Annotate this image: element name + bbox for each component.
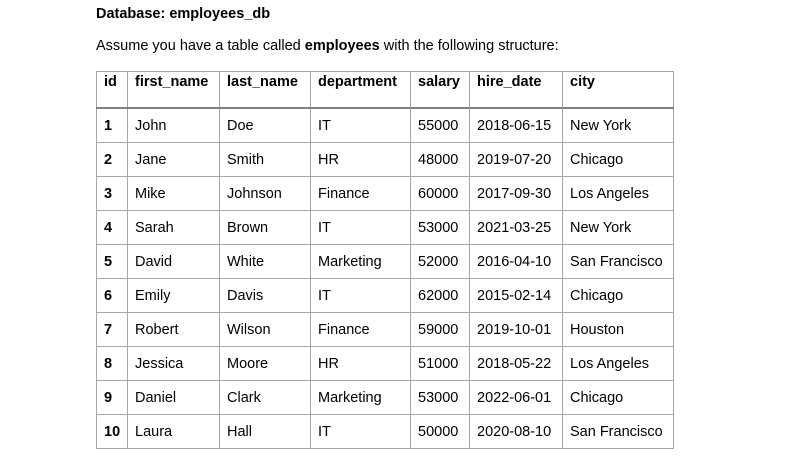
cell-hire-date: 2018-05-22 <box>469 346 563 381</box>
cell-department: HR <box>310 346 411 381</box>
cell-last-name: Smith <box>219 142 311 177</box>
table-row: 10 Laura Hall IT 50000 2020-08-10 San Francisc… <box>96 414 674 449</box>
cell-last-name: Brown <box>219 210 311 245</box>
cell-id: 10 <box>96 414 128 449</box>
cell-department: Marketing <box>310 380 411 415</box>
cell-city: Los Angeles <box>562 176 674 211</box>
column-header-department: department <box>310 71 411 109</box>
cell-first-name: Robert <box>127 312 220 347</box>
cell-hire-date: 2016-04-10 <box>469 244 563 279</box>
database-name: Database: employees_db <box>96 6 271 22</box>
cell-last-name: Wilson <box>219 312 311 347</box>
column-header-hire-date: hire_date <box>469 71 563 109</box>
table-row: 5 David White Marketing 52000 2016-04-10 San F… <box>96 244 674 279</box>
column-header-first-name: first_name <box>127 71 220 109</box>
cell-last-name: Davis <box>219 278 311 313</box>
table-row: 2 Jane Smith HR 48000 2019-07-20 Chicago <box>96 142 674 177</box>
cell-hire-date: 2019-10-01 <box>469 312 563 347</box>
cell-department: IT <box>310 210 411 245</box>
cell-department: HR <box>310 142 411 177</box>
cell-city: San Francisco <box>562 414 674 449</box>
cell-last-name: Doe <box>219 107 311 143</box>
cell-id: 8 <box>96 346 128 381</box>
intro-table-name: employees <box>304 38 380 54</box>
table-header-row: id first_name last_name department salar… <box>96 71 674 109</box>
intro-prefix: Assume you have a table called <box>96 38 305 54</box>
cell-department: Marketing <box>310 244 411 279</box>
cell-first-name: Mike <box>127 176 220 211</box>
cell-first-name: Emily <box>127 278 220 313</box>
cell-salary: 60000 <box>410 176 470 211</box>
cell-city: Houston <box>562 312 674 347</box>
table-body: 1 John Doe IT 55000 2018-06-15 New York 2 Jane Sm… <box>96 107 674 449</box>
cell-first-name: John <box>127 107 220 143</box>
employees-table: id first_name last_name department salar… <box>96 71 674 449</box>
cell-id: 3 <box>96 176 128 211</box>
cell-salary: 52000 <box>410 244 470 279</box>
column-header-id: id <box>96 71 128 109</box>
cell-city: Chicago <box>562 142 674 177</box>
cell-first-name: David <box>127 244 220 279</box>
cell-first-name: Jane <box>127 142 220 177</box>
table-row: 3 Mike Johnson Finance 60000 2017-09-30 Los An… <box>96 176 674 211</box>
cell-id: 7 <box>96 312 128 347</box>
cell-hire-date: 2018-06-15 <box>469 107 563 143</box>
column-header-city: city <box>562 71 674 109</box>
cell-id: 6 <box>96 278 128 313</box>
intro-text: Assume you have a table called employees… <box>96 38 559 54</box>
cell-last-name: Clark <box>219 380 311 415</box>
cell-city: New York <box>562 107 674 143</box>
cell-last-name: Johnson <box>219 176 311 211</box>
cell-hire-date: 2017-09-30 <box>469 176 563 211</box>
cell-last-name: Hall <box>219 414 311 449</box>
cell-city: San Francisco <box>562 244 674 279</box>
cell-salary: 53000 <box>410 210 470 245</box>
cell-city: New York <box>562 210 674 245</box>
cell-salary: 50000 <box>410 414 470 449</box>
table-row: 4 Sarah Brown IT 53000 2021-03-25 New York <box>96 210 674 245</box>
cell-id: 1 <box>96 107 128 143</box>
cell-city: Chicago <box>562 380 674 415</box>
cell-first-name: Laura <box>127 414 220 449</box>
cell-city: Chicago <box>562 278 674 313</box>
cell-department: IT <box>310 278 411 313</box>
cell-id: 5 <box>96 244 128 279</box>
column-header-last-name: last_name <box>219 71 311 109</box>
cell-hire-date: 2019-07-20 <box>469 142 563 177</box>
cell-hire-date: 2015-02-14 <box>469 278 563 313</box>
cell-salary: 53000 <box>410 380 470 415</box>
cell-salary: 55000 <box>410 107 470 143</box>
cell-id: 2 <box>96 142 128 177</box>
cell-first-name: Jessica <box>127 346 220 381</box>
cell-department: IT <box>310 107 411 143</box>
table-row: 6 Emily Davis IT 62000 2015-02-14 Chicago <box>96 278 674 313</box>
cell-salary: 62000 <box>410 278 470 313</box>
cell-first-name: Sarah <box>127 210 220 245</box>
cell-salary: 51000 <box>410 346 470 381</box>
cell-last-name: Moore <box>219 346 311 381</box>
cell-first-name: Daniel <box>127 380 220 415</box>
cell-department: Finance <box>310 312 411 347</box>
cell-hire-date: 2020-08-10 <box>469 414 563 449</box>
cell-department: IT <box>310 414 411 449</box>
cell-city: Los Angeles <box>562 346 674 381</box>
table-row: 1 John Doe IT 55000 2018-06-15 New York <box>96 107 674 143</box>
cell-salary: 59000 <box>410 312 470 347</box>
cell-department: Finance <box>310 176 411 211</box>
cell-last-name: White <box>219 244 311 279</box>
cell-id: 4 <box>96 210 128 245</box>
column-header-salary: salary <box>410 71 470 109</box>
cell-id: 9 <box>96 380 128 415</box>
table-row: 7 Robert Wilson Finance 59000 2019-10-01 Houst… <box>96 312 674 347</box>
table-row: 9 Daniel Clark Marketing 53000 2022-06-01 Chic… <box>96 380 674 415</box>
table-row: 8 Jessica Moore HR 51000 2018-05-22 Los Angele… <box>96 346 674 381</box>
cell-hire-date: 2022-06-01 <box>469 380 563 415</box>
intro-suffix: with the following structure: <box>379 38 559 54</box>
cell-salary: 48000 <box>410 142 470 177</box>
cell-hire-date: 2021-03-25 <box>469 210 563 245</box>
